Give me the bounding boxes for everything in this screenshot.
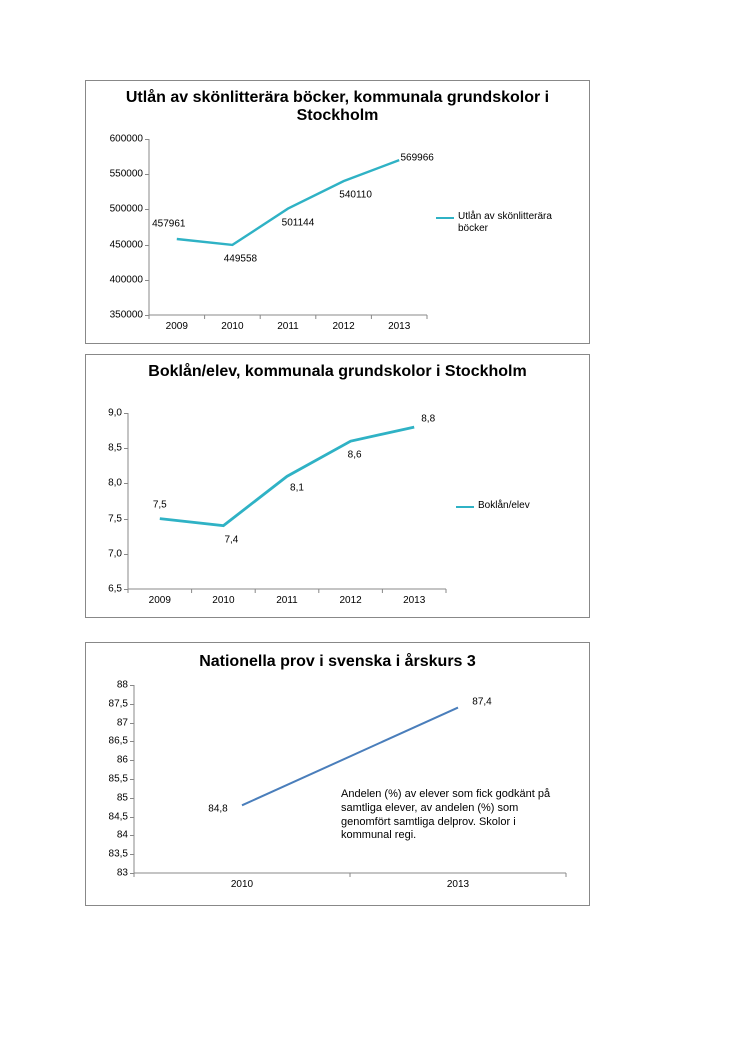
data-label: 84,8 (208, 804, 227, 815)
legend: Boklån/elev (456, 500, 530, 512)
chart1: Utlån av skönlitterära böcker, kommunala… (85, 80, 590, 344)
chart-svg (128, 413, 446, 589)
data-label: 7,5 (153, 499, 167, 510)
series-line (160, 427, 414, 526)
chart-svg (134, 685, 566, 873)
y-tick-label: 400000 (110, 274, 149, 285)
x-tick-label: 2011 (277, 315, 299, 332)
y-tick-label: 450000 (110, 239, 149, 250)
plot-area: 8383,58484,58585,58686,58787,58820102013… (134, 685, 566, 873)
legend-label: Utlån av skönlitterära böcker (458, 211, 583, 234)
x-tick-label: 2012 (332, 315, 354, 332)
chart3: Nationella prov i svenska i årskurs 3 838… (85, 642, 590, 906)
data-label: 540110 (339, 190, 372, 201)
data-label: 501144 (282, 217, 315, 228)
x-tick-label: 2009 (149, 589, 171, 606)
data-label: 8,1 (290, 483, 304, 494)
x-tick-label: 2010 (221, 315, 243, 332)
legend-line-icon (436, 217, 454, 219)
annotation-text: Andelen (%) av elever som fick godkänt p… (341, 788, 551, 843)
legend-line-icon (456, 506, 474, 508)
data-label: 569966 (401, 153, 434, 164)
chart2: Boklån/elev, kommunala grundskolor i Sto… (85, 354, 590, 618)
y-tick-label: 600000 (110, 134, 149, 145)
plot-area: 6,57,07,58,08,59,0200920102011201220137,… (128, 413, 446, 589)
y-tick-mark (145, 315, 149, 316)
x-tick-label: 2013 (388, 315, 410, 332)
y-tick-label: 550000 (110, 169, 149, 180)
x-tick-label: 2009 (166, 315, 188, 332)
y-tick-mark (124, 589, 128, 590)
legend: Utlån av skönlitterära böcker (436, 211, 583, 234)
data-label: 8,8 (421, 414, 435, 425)
y-tick-label: 500000 (110, 204, 149, 215)
x-tick-label: 2013 (447, 873, 469, 890)
data-label: 449558 (224, 253, 257, 264)
x-tick-label: 2012 (339, 589, 361, 606)
x-tick-label: 2013 (403, 589, 425, 606)
plot-area: 3500004000004500005000005500006000002009… (149, 139, 427, 315)
chart-title: Boklån/elev, kommunala grundskolor i Sto… (86, 363, 589, 381)
spacer (85, 628, 676, 642)
chart-title: Utlån av skönlitterära böcker, kommunala… (86, 89, 589, 125)
y-tick-label: 350000 (110, 310, 149, 321)
y-tick-mark (130, 873, 134, 874)
legend-label: Boklån/elev (478, 500, 530, 512)
data-label: 8,6 (348, 450, 362, 461)
chart-title: Nationella prov i svenska i årskurs 3 (86, 653, 589, 671)
x-tick-label: 2011 (276, 589, 298, 606)
data-label: 457961 (152, 218, 185, 229)
data-label: 87,4 (472, 696, 491, 707)
x-tick-label: 2010 (212, 589, 234, 606)
data-label: 7,4 (224, 534, 238, 545)
series-line (177, 160, 399, 245)
x-tick-label: 2010 (231, 873, 253, 890)
